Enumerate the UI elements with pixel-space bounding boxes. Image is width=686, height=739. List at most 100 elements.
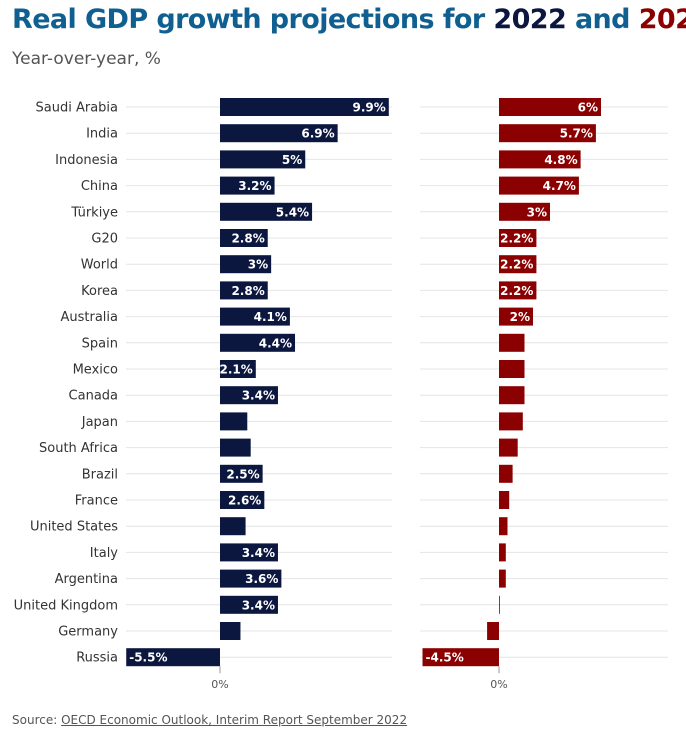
bar-2022-korea [220,281,268,300]
bar-2023-g20 [499,229,537,247]
category-label-russia: Russia [76,651,118,666]
category-label-spain: Spain [82,336,118,351]
category-label-brazil: Brazil [82,467,118,482]
data-label-2022-g20: 2.8% [231,232,264,246]
source-note: Source: OECD Economic Outlook, Interim R… [12,713,407,727]
category-label-united-kingdom: United Kingdom [14,598,118,613]
data-label-2022-france: 2.6% [228,494,261,508]
bar-2022-spain [220,333,296,352]
category-label-world: World [81,258,118,273]
bar-2022-mexico [220,360,256,378]
bar-2023-spain [499,333,525,352]
category-label-south-africa: South Africa [39,441,118,456]
data-label-2023-g20: 2.2% [500,232,533,246]
bar-2023-canada [499,386,525,405]
data-label-2022-saudi-arabia: 9.9% [353,101,386,115]
source-link[interactable]: OECD Economic Outlook, Interim Report Se… [61,713,408,727]
bar-2023-indonesia [499,150,581,169]
bar-2022-france [220,491,265,509]
data-label-2023-russia: -4.5% [426,651,464,665]
bar-2023-korea [499,281,537,300]
bar-2023-japan [499,412,523,431]
bar-2022-g20 [220,229,268,247]
data-label-2022-brazil: 2.5% [226,467,259,481]
data-label-2022-turkiye: 5.4% [276,205,309,219]
title-prefix: Real GDP growth projections for [12,4,494,35]
zero-tick-label-2023: 0% [490,678,507,691]
source-prefix: Source: [12,713,62,727]
bar-2023-china [499,176,579,195]
bar-2022-india [220,124,338,143]
title-year-2022: 2022 [493,4,567,35]
data-label-2022-united-kingdom: 3.4% [242,598,275,612]
bar-2022-china [220,176,275,195]
bar-2023-united-states [499,517,508,536]
data-label-2022-india: 6.9% [301,127,334,141]
bar-2022-brazil [220,464,263,483]
data-label-2022-argentina: 3.6% [245,572,278,586]
bar-2022-russia [126,648,220,667]
panel-2023: 6% 5.7% 4.8% 4.7% 3% 2.2% 2.2% 2.2% 2% -4.5% 0% [422,98,601,691]
bar-2022-japan [220,412,248,431]
category-label-germany: Germany [58,625,118,640]
bar-2023-united-kingdom [499,595,500,614]
category-label-g20: G20 [91,232,118,247]
bar-2022-saudi-arabia [220,98,389,116]
category-label-mexico: Mexico [73,363,118,378]
bar-2023-france [499,491,510,509]
chart-title: Real GDP growth projections for 2022 and… [12,4,686,35]
bar-2022-argentina [220,569,282,588]
data-label-2023-turkiye: 3% [527,205,547,219]
data-label-2022-mexico: 2.1% [220,363,253,377]
bar-2023-turkiye [499,202,550,221]
chart-subtitle: Year-over-year, % [12,49,161,69]
data-label-2022-indonesia: 5% [282,153,302,167]
category-label-japan: Japan [81,415,118,430]
bar-2023-saudi-arabia [499,98,601,116]
bar-2023-australia [499,307,533,326]
category-label-china: China [81,179,118,194]
bar-2022-united-states [220,517,246,536]
category-label-argentina: Argentina [55,572,118,587]
data-label-2023-indonesia: 4.8% [544,153,577,167]
category-label-india: India [86,127,118,142]
data-label-2022-spain: 4.4% [259,336,292,350]
data-label-2023-korea: 2.2% [500,284,533,298]
bar-2023-south-africa [499,438,518,457]
bar-2023-germany [487,622,499,640]
bar-2022-turkiye [220,202,313,221]
data-label-2022-canada: 3.4% [242,389,275,403]
data-label-2023-saudi-arabia: 6% [578,101,598,115]
zero-tick-label-2022: 0% [211,678,228,691]
bar-2022-united-kingdom [220,595,278,614]
bar-2022-world [220,255,272,274]
category-label-france: France [75,494,118,509]
title-and: and [566,4,639,35]
category-label-indonesia: Indonesia [55,153,118,168]
category-label-korea: Korea [81,284,118,299]
bar-2023-india [499,124,596,143]
category-label-australia: Australia [60,310,118,325]
data-label-2022-italy: 3.4% [242,546,275,560]
title-year-2023: 2023 [638,4,686,35]
bar-2023-italy [499,543,506,562]
bar-2022-australia [220,307,290,326]
data-label-2022-world: 3% [248,258,268,272]
bar-2022-italy [220,543,278,562]
bar-2023-russia [422,648,499,667]
panel-2022: 9.9% 6.9% 5% 3.2% 5.4% 2.8% 3% 2.8% 4.1% 4.4% 2.1%… [126,98,389,691]
bar-2023-argentina [499,569,506,588]
bar-2022-canada [220,386,278,405]
bar-2023-brazil [499,464,513,483]
data-label-2022-china: 3.2% [238,179,271,193]
bar-2023-mexico [499,360,525,378]
data-label-2022-russia: -5.5% [129,651,167,665]
bar-2023-world [499,255,537,274]
bar-2022-south-africa [220,438,251,457]
category-label-turkiye: Türkiye [70,205,118,220]
bar-2022-indonesia [220,150,306,169]
data-label-2023-india: 5.7% [560,127,593,141]
category-label-saudi-arabia: Saudi Arabia [36,101,119,116]
data-label-2023-australia: 2% [510,310,530,324]
category-label-united-states: United States [30,520,118,535]
